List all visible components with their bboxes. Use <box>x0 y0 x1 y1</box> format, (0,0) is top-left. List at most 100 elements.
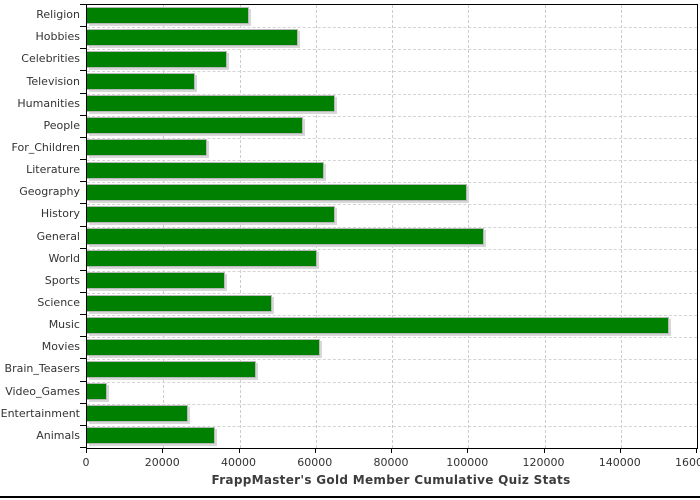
y-axis-tick-mark <box>80 226 86 227</box>
y-axis-tick-mark <box>80 70 86 71</box>
y-axis-category-label: People <box>43 118 80 132</box>
y-axis-category-label: For_Children <box>11 140 80 154</box>
y-axis-category-label: Science <box>37 296 80 310</box>
horizontal-gridline <box>87 381 697 383</box>
horizontal-gridline <box>87 93 697 95</box>
y-axis-category-label: Music <box>48 318 80 332</box>
bar <box>87 95 336 113</box>
y-axis-tick-mark <box>80 4 86 5</box>
bar <box>87 50 228 68</box>
x-axis-tick-mark <box>238 448 240 453</box>
bar <box>87 338 321 356</box>
horizontal-gridline <box>87 359 697 361</box>
y-axis-category-label: Geography <box>19 185 80 199</box>
y-axis-tick-mark <box>80 203 86 204</box>
bar <box>87 294 272 312</box>
y-axis-tick-mark <box>80 425 86 426</box>
horizontal-gridline <box>87 160 697 162</box>
chart-title: FrappMaster's Gold Member Cumulative Qui… <box>211 473 571 487</box>
horizontal-gridline <box>87 71 697 73</box>
y-axis-category-label: Video_Games <box>5 384 80 398</box>
horizontal-gridline <box>87 292 697 294</box>
x-axis-tick-label: 40000 <box>221 456 256 469</box>
bar <box>87 73 195 91</box>
horizontal-gridline <box>87 182 697 184</box>
plot-area <box>86 4 698 449</box>
x-axis-tick-label: 140000 <box>598 456 641 469</box>
y-axis-tick-mark <box>80 248 86 249</box>
horizontal-gridline <box>87 315 697 317</box>
x-axis-tick-mark <box>391 448 392 453</box>
y-axis-tick-mark <box>80 447 86 448</box>
x-axis-tick-label: 60000 <box>297 456 333 469</box>
y-axis-category-label: Entertainment <box>0 406 80 420</box>
horizontal-gridline <box>87 248 697 250</box>
y-axis-tick-mark <box>80 336 86 337</box>
y-axis-tick-mark <box>80 115 86 116</box>
x-axis-tick-mark <box>543 448 545 453</box>
x-axis-tick-label: 80000 <box>373 456 409 469</box>
bar <box>87 183 467 201</box>
y-axis-category-label: Brain_Teasers <box>4 362 80 376</box>
bar <box>87 405 189 423</box>
bottom-border-line <box>0 496 700 498</box>
x-axis-tick-label: 120000 <box>522 456 565 469</box>
y-axis-tick-mark <box>80 48 86 49</box>
y-axis-tick-mark <box>80 181 86 182</box>
y-axis-category-label: Religion <box>36 8 80 22</box>
y-axis-tick-mark <box>80 314 86 315</box>
y-axis-category-label: Humanities <box>17 96 80 110</box>
y-axis-category-label: Movies <box>41 340 80 354</box>
bar <box>87 250 318 268</box>
y-axis-category-label: History <box>40 207 80 221</box>
y-axis-category-label: Hobbies <box>35 30 80 44</box>
bar <box>87 316 670 334</box>
bar <box>87 228 485 246</box>
y-axis-tick-mark <box>80 137 86 138</box>
horizontal-gridline <box>87 115 697 117</box>
x-axis-tick-mark <box>314 448 316 453</box>
bar <box>87 427 215 445</box>
horizontal-gridline <box>87 403 697 405</box>
y-axis-category-label: World <box>48 251 80 265</box>
y-axis-category-label: General <box>36 229 80 243</box>
horizontal-gridline <box>87 226 697 228</box>
x-axis-tick-mark <box>86 448 87 453</box>
horizontal-gridline <box>87 204 697 206</box>
y-axis-tick-mark <box>80 26 86 27</box>
y-axis-tick-mark <box>80 358 86 359</box>
horizontal-gridline <box>87 137 697 139</box>
y-axis-category-label: Celebrities <box>21 52 80 66</box>
x-axis-tick-mark <box>619 448 621 453</box>
bar <box>87 360 256 378</box>
y-axis-category-label: Animals <box>36 428 80 442</box>
bar <box>87 117 304 135</box>
y-axis-category-label: Literature <box>26 163 80 177</box>
y-axis-category-label: Sports <box>44 273 80 287</box>
x-axis-tick-label: 20000 <box>144 456 180 469</box>
y-axis-tick-mark <box>80 93 86 94</box>
bar <box>87 205 336 223</box>
x-axis-tick-mark <box>467 448 469 453</box>
x-axis-tick-mark <box>162 448 164 453</box>
y-axis-tick-mark <box>80 270 86 271</box>
x-axis-tick-label: 160000 <box>675 456 700 469</box>
horizontal-gridline <box>87 270 697 272</box>
y-axis-tick-mark <box>80 292 86 293</box>
y-axis-tick-mark <box>80 159 86 160</box>
y-axis-tick-mark <box>80 403 86 404</box>
horizontal-gridline <box>87 49 697 51</box>
y-axis-tick-mark <box>80 381 86 382</box>
y-axis-category-label: Television <box>26 74 81 88</box>
horizontal-gridline <box>87 425 697 427</box>
bar <box>87 383 108 401</box>
bar <box>87 6 250 24</box>
horizontal-gridline <box>87 27 697 29</box>
x-axis-tick-label: 100000 <box>446 456 489 469</box>
x-axis-tick-label: 0 <box>82 456 90 469</box>
bar <box>87 28 299 46</box>
bar <box>87 272 225 290</box>
horizontal-gridline <box>87 337 697 339</box>
x-axis-tick-mark <box>696 448 697 453</box>
